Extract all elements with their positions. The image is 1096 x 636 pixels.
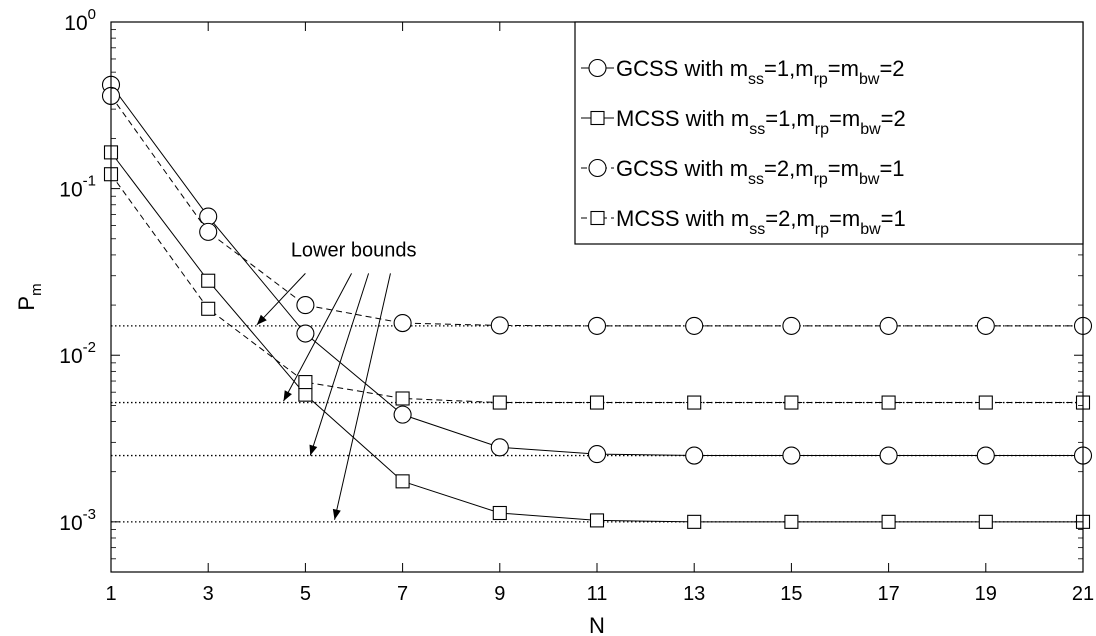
arrow-head: [332, 508, 341, 520]
data-point-gcss2-9: [490, 316, 509, 335]
data-point-gcss2-11: [587, 316, 607, 335]
y-tick-label--3: 10-3: [59, 506, 96, 535]
y-axis-label-main: P: [14, 296, 39, 311]
arrow-head: [283, 390, 292, 402]
data-point-gcss1-13: [685, 446, 704, 465]
legend-marker: [588, 158, 607, 178]
data-point-mcss1-9: [492, 505, 507, 521]
data-point-gcss2-19: [976, 316, 995, 335]
series-gcss2: [101, 86, 1093, 335]
data-point-gcss2-15: [782, 316, 801, 335]
y-tick-label--1: 10-1: [59, 173, 96, 202]
legend-item-gcss2: GCSS with mss=2,mrp=mbw=1: [581, 156, 905, 188]
data-point-mcss1-15: [784, 514, 799, 529]
arrow-head: [256, 314, 267, 325]
data-point-mcss1-11: [589, 513, 605, 528]
data-point-gcss2-3: [199, 222, 218, 241]
data-point-gcss1-9: [490, 438, 509, 457]
data-point-mcss1-13: [687, 514, 702, 529]
data-point-mcss1-17: [881, 514, 896, 529]
data-point-gcss1-19: [976, 446, 995, 465]
legend: GCSS with mss=1,mrp=mbw=2 MCSS with mss=1…: [574, 21, 1084, 245]
data-point-mcss1-3: [201, 273, 216, 288]
legend-label-gcss2: GCSS with mss=2,mrp=mbw=1: [616, 156, 905, 188]
data-point-gcss1-11: [587, 445, 607, 464]
x-tick-label-13: 13: [683, 583, 705, 605]
annotation-layer: Lower bounds: [256, 240, 417, 520]
data-point-gcss2-5: [296, 296, 315, 315]
x-tick-label-5: 5: [300, 583, 311, 605]
data-point-mcss1-5: [298, 387, 313, 402]
data-point-gcss2-13: [685, 316, 704, 335]
data-point-mcss1-7: [395, 474, 410, 489]
y-axis-label: Pm: [14, 283, 45, 310]
x-tick-label-15: 15: [780, 583, 802, 605]
data-point-mcss2-9: [492, 395, 507, 410]
data-point-mcss2-15: [784, 395, 799, 410]
data-point-mcss2-5: [298, 375, 313, 390]
x-tick-label-3: 3: [203, 583, 214, 605]
data-point-mcss1-19: [978, 514, 993, 529]
data-point-gcss1-5: [296, 324, 315, 343]
annotation-arrow-1: [256, 273, 306, 326]
arrow-shaft: [283, 273, 353, 402]
x-axis-label: N: [589, 613, 605, 636]
data-point-mcss2-13: [687, 395, 702, 410]
x-tick-label-17: 17: [877, 583, 899, 605]
annotation-arrow-4: [332, 273, 391, 520]
data-point-mcss2-11: [589, 395, 605, 410]
data-point-mcss2-3: [201, 301, 216, 316]
legend-label-gcss1: GCSS with mss=1,mrp=mbw=2: [616, 56, 905, 88]
y-axis-label-subscript: m: [28, 283, 45, 296]
legend-item-mcss1: MCSS with mss=1,mrp=mbw=2: [581, 106, 906, 138]
x-tick-label-21: 21: [1072, 583, 1094, 605]
legend-box: [574, 21, 1084, 245]
legend-label-mcss1: MCSS with mss=1,mrp=mbw=2: [616, 106, 906, 138]
data-point-gcss2-17: [879, 316, 898, 335]
data-point-gcss1-15: [782, 446, 801, 465]
annotation-lower-bounds: Lower bounds: [291, 240, 417, 262]
x-tick-label-11: 11: [587, 583, 608, 605]
legend-label-mcss2: MCSS with mss=2,mrp=mbw=1: [616, 206, 906, 238]
data-point-mcss2-19: [978, 395, 993, 410]
data-point-mcss2-17: [881, 395, 896, 410]
data-point-mcss2-7: [395, 391, 410, 406]
arrow-shaft: [309, 273, 370, 456]
x-tick-label-1: 1: [105, 583, 116, 605]
x-tick-label-7: 7: [397, 583, 408, 605]
x-tick-label-19: 19: [975, 583, 997, 605]
x-tick-label-9: 9: [494, 583, 505, 605]
annotation-arrow-3: [309, 273, 370, 456]
legend-item-gcss1: GCSS with mss=1,mrp=mbw=2: [581, 56, 905, 88]
data-point-gcss1-17: [879, 446, 898, 465]
legend-marker: [588, 58, 607, 78]
arrow-shaft: [334, 273, 391, 520]
arrow-shaft: [256, 273, 306, 326]
legend-marker: [590, 210, 605, 226]
data-point-gcss1-3: [199, 207, 218, 226]
y-tick-label-0: 100: [64, 6, 96, 35]
legend-marker: [590, 110, 605, 126]
legend-item-mcss2: MCSS with mss=2,mrp=mbw=1: [581, 206, 906, 238]
annotation-arrow-2: [283, 273, 353, 402]
data-point-gcss2-7: [393, 314, 412, 333]
svg-text:Pm: Pm: [14, 283, 45, 310]
arrow-head: [309, 444, 318, 456]
y-tick-label--2: 10-2: [59, 339, 96, 368]
data-point-gcss1-7: [393, 405, 412, 424]
